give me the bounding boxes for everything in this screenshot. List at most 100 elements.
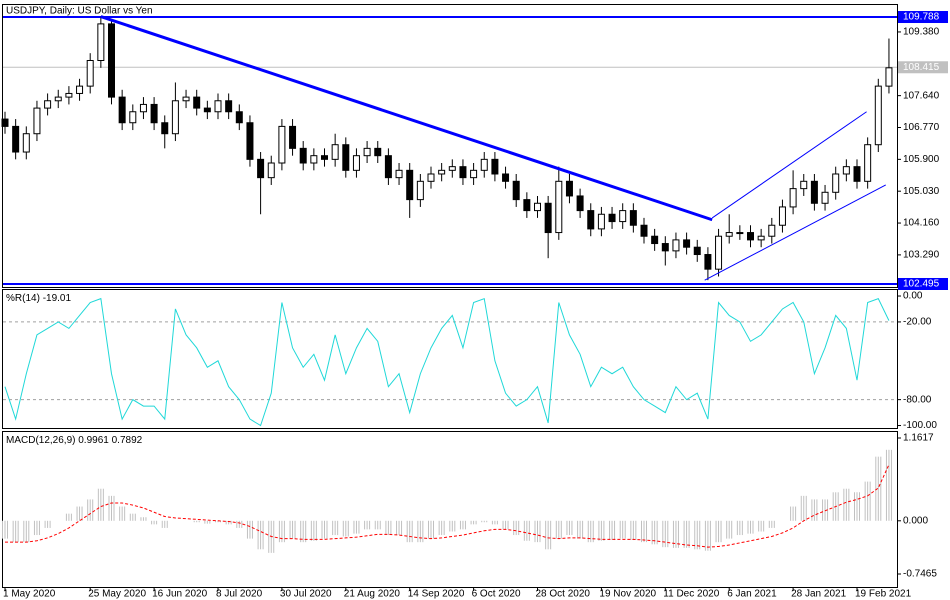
y-tick-label: -20.00 <box>903 317 932 328</box>
y-tick-label: 0.000 <box>903 515 928 526</box>
candle-body <box>608 213 616 223</box>
y-tick-label: -0.7465 <box>903 569 937 580</box>
x-tick-label: 8 Jul 2020 <box>216 589 263 600</box>
candle-body <box>374 147 382 157</box>
level-label-box <box>898 277 948 290</box>
candle-body <box>821 191 829 204</box>
signal-value: 0.7892 <box>112 435 143 446</box>
x-tick-label: 25 May 2020 <box>88 589 146 600</box>
candle-body <box>853 166 861 182</box>
x-tick-label: 11 Dec 2020 <box>663 589 719 600</box>
wpr-title: %R(14) -19.01 <box>6 293 71 304</box>
candle-body <box>342 144 350 171</box>
y-tick-label: -100.00 <box>903 420 937 431</box>
x-tick-label: 1 May 2020 <box>3 589 56 600</box>
candle-body <box>757 235 765 241</box>
candle-body <box>129 111 137 124</box>
candle-body <box>416 180 424 201</box>
y-tick-label: 0.00 <box>903 291 923 302</box>
candle-body <box>534 202 541 212</box>
signal-line <box>5 464 890 548</box>
candle-body <box>832 173 840 193</box>
candle-body <box>406 169 414 201</box>
level-label-box <box>898 11 948 24</box>
candle-body <box>459 166 467 179</box>
candle-body <box>874 85 882 146</box>
candle-body <box>491 158 499 175</box>
macd-title: MACD(12,26,9) 0.9961 0.7892 <box>6 435 143 446</box>
y-tick-label: 106.770 <box>903 122 940 133</box>
candle-body <box>427 173 435 182</box>
candle-body <box>736 232 744 235</box>
trendline <box>100 15 713 222</box>
x-tick-label: 19 Nov 2020 <box>599 589 656 600</box>
candle-body <box>203 107 211 113</box>
candle-body <box>470 169 478 179</box>
candle-body <box>33 107 41 135</box>
y-tick-label: 105.900 <box>903 154 940 165</box>
candle-body <box>438 169 446 175</box>
candle-body <box>693 246 701 256</box>
candle-body <box>587 210 595 230</box>
x-tick-label: 6 Oct 2020 <box>472 589 521 600</box>
y-tick-label: -80.00 <box>903 394 932 405</box>
candle-body <box>76 85 84 94</box>
candle-body <box>1 118 9 127</box>
candle-body <box>725 232 733 237</box>
candle-body <box>214 100 222 113</box>
candle-body <box>747 232 754 241</box>
candle-body <box>864 144 872 182</box>
candle-body <box>512 180 520 201</box>
y-tick-label: 107.640 <box>903 90 940 101</box>
candle-body <box>629 210 637 226</box>
wpr-panel <box>2 289 898 429</box>
candle-body <box>97 23 105 61</box>
candle-body <box>352 155 360 171</box>
candle-body <box>651 235 659 245</box>
candle-body <box>810 180 818 204</box>
macd-panel <box>2 431 898 588</box>
x-tick-label: 30 Jul 2020 <box>280 589 332 600</box>
trendline <box>711 111 867 219</box>
y-tick-label: 103.290 <box>903 250 940 261</box>
candle-body <box>193 96 201 109</box>
candle-body <box>619 210 627 223</box>
candle-body <box>278 125 286 164</box>
candle-body <box>171 100 179 135</box>
x-tick-label: 28 Jan 2021 <box>791 589 846 600</box>
macd-name: MACD(12,26,9) <box>6 435 75 446</box>
price-panel <box>2 4 898 288</box>
candle-body <box>576 195 584 212</box>
candle-body <box>267 162 275 179</box>
y-tick-label: 109.380 <box>903 27 940 38</box>
macd-value: 0.9961 <box>78 435 109 446</box>
candle-body <box>289 125 297 149</box>
candle-body <box>778 206 786 226</box>
current-price-label: 108.415 <box>903 62 940 73</box>
candle-body <box>544 202 552 234</box>
candle-body <box>108 23 115 98</box>
candle-body <box>480 158 488 171</box>
candle-body <box>683 239 691 248</box>
current-price-box <box>898 61 948 74</box>
candle-body <box>704 254 712 270</box>
level-label: 102.495 <box>903 279 940 290</box>
candle-body <box>363 147 371 157</box>
candle-body <box>65 92 73 98</box>
candle-body <box>448 166 456 171</box>
trendline <box>704 184 886 281</box>
chart-title: USDJPY, Daily: US Dollar vs Yen <box>6 6 153 17</box>
candle-body <box>555 180 563 234</box>
x-tick-label: 21 Aug 2020 <box>344 589 401 600</box>
level-label: 109.788 <box>903 12 940 23</box>
candle-body <box>672 239 680 252</box>
candle-body <box>54 96 62 102</box>
x-tick-label: 6 Jan 2021 <box>727 589 777 600</box>
candle-body <box>299 147 307 164</box>
wpr-name: %R(14) <box>6 293 40 304</box>
candle-body <box>118 96 126 124</box>
y-tick-label: 105.030 <box>903 186 940 197</box>
candle-body <box>331 144 339 160</box>
